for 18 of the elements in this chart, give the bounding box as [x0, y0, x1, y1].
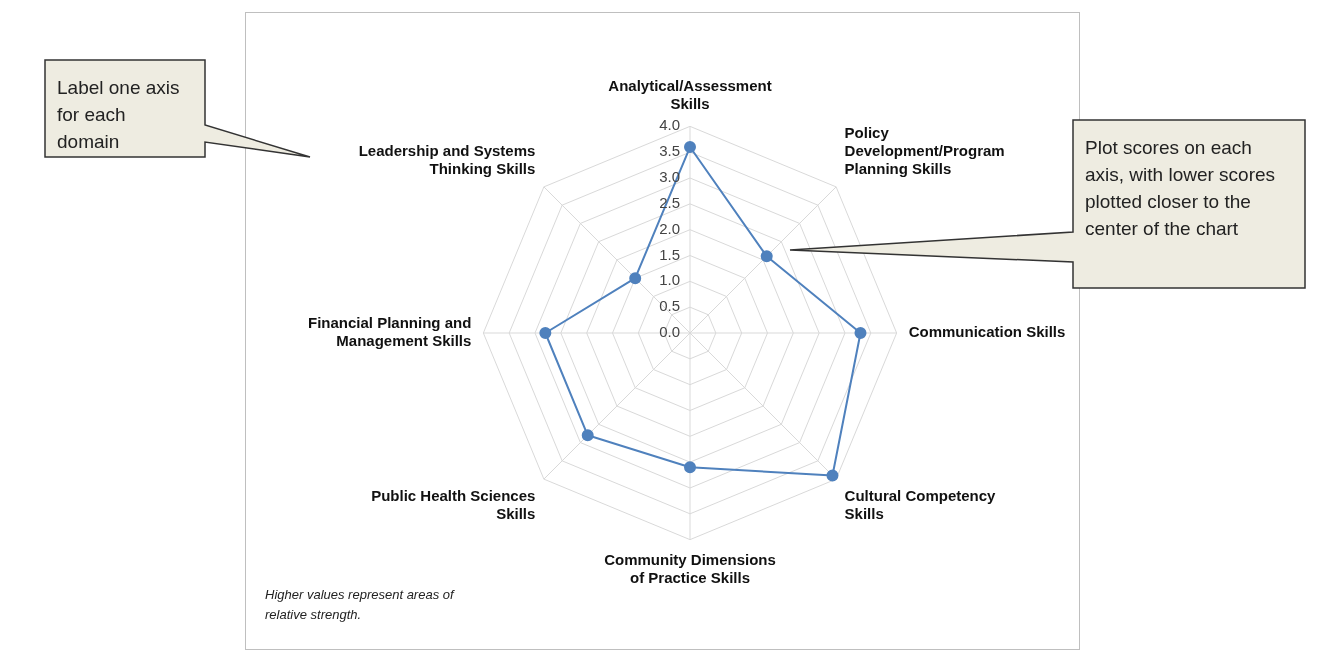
text: Label one axis for each domain	[57, 76, 181, 154]
y-tick-label: 4.0	[659, 116, 680, 134]
y-tick-label: 0.5	[659, 297, 680, 315]
spoke-label: Financial Planning and Management Skills	[307, 314, 472, 350]
y-tick-label: 1.5	[659, 245, 680, 263]
y-tick-label: 3.5	[659, 142, 680, 160]
spoke-label: Analytical/Assessment Skills	[608, 77, 772, 113]
spoke-label: Leadership and Systems Thinking Skills	[358, 141, 536, 177]
spoke-label: Cultural Competency Skills	[844, 486, 997, 522]
text: Plot scores on each axis, with lower scores plotted closer to the center of the chart	[1085, 136, 1277, 241]
y-tick-label: 2.0	[659, 219, 680, 237]
spoke-label: Communication Skills	[908, 323, 1066, 341]
y-tick-label: 1.0	[659, 271, 680, 289]
text: Higher values represent areas of relative strength.	[265, 586, 456, 624]
y-tick-label: 0.0	[659, 323, 680, 341]
spoke-label: Public Health Sciences Skills	[371, 486, 536, 522]
spoke-label: Community Dimensions of Practice Skills	[604, 550, 776, 586]
spoke-label: Policy Development/Program Planning Skills	[844, 123, 1005, 177]
